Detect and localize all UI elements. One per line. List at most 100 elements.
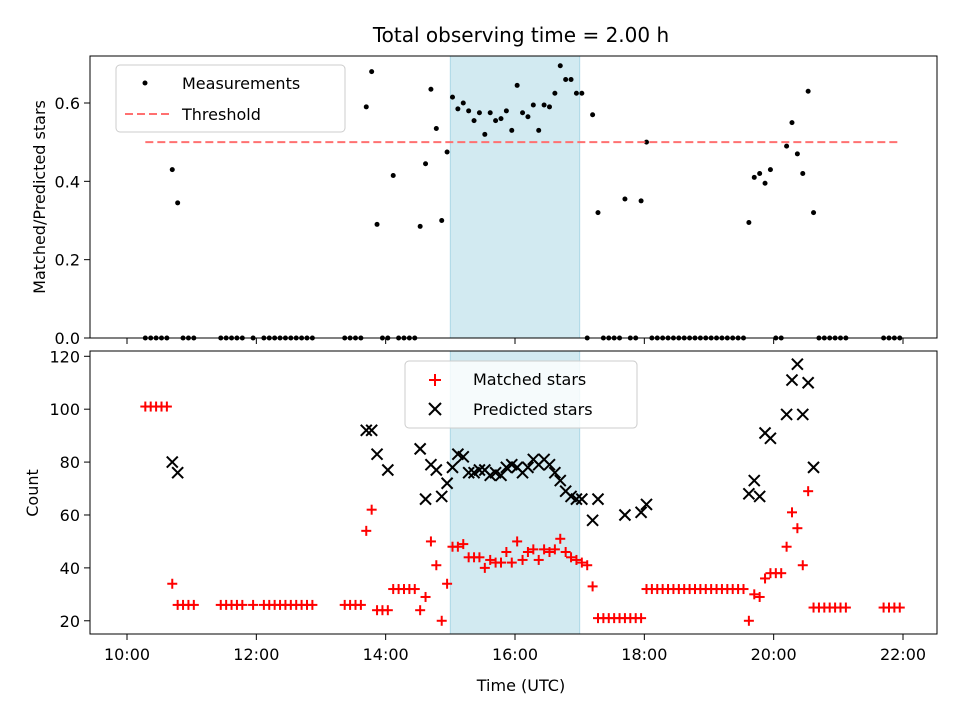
predicted-stars-point <box>742 487 756 501</box>
x-tick-label: 16:00 <box>492 645 538 664</box>
measurement-point <box>794 151 800 157</box>
matched-stars-point <box>549 544 560 555</box>
matched-stars-point <box>576 557 587 568</box>
predicted-stars-point <box>419 492 432 506</box>
matched-stars-point <box>533 554 544 565</box>
measurement-point <box>363 104 369 110</box>
count-y-axis-label: Count <box>23 469 42 517</box>
measurement-point <box>568 77 574 82</box>
matched-stars-point <box>452 541 463 552</box>
predicted-stars-point <box>764 432 777 445</box>
measurement-point <box>546 104 552 110</box>
predicted-stars-point <box>640 498 653 511</box>
predicted-stars-point <box>543 458 556 471</box>
matched-stars-point <box>786 507 797 518</box>
x-tick-label: 18:00 <box>621 645 667 664</box>
predicted-stars-point <box>591 492 605 506</box>
measurement-point <box>536 127 542 133</box>
y-tick-label: 0.2 <box>55 251 80 270</box>
measurement-point <box>390 172 396 178</box>
measurement-point <box>595 210 601 216</box>
matched-stars-point <box>840 602 851 613</box>
measurement-point <box>552 90 558 96</box>
predicted-stars-point <box>462 466 475 479</box>
predicted-stars-point <box>430 463 443 477</box>
measurement-point <box>433 125 439 131</box>
predicted-stars-point <box>440 477 454 490</box>
measurement-point <box>439 218 445 223</box>
measurement-point <box>573 90 579 96</box>
predicted-stars-point <box>634 506 648 519</box>
ratio-panel: Total observing time = 2.00 h 0.00.20.40… <box>30 23 938 348</box>
measurement-point <box>784 143 790 149</box>
matched-stars-point <box>361 525 372 536</box>
count-y-ticks: 20 40 60 80 100 120 <box>49 347 90 631</box>
predicted-stars-point <box>521 461 535 474</box>
matched-stars-point <box>528 544 539 555</box>
matched-stars-point <box>167 578 178 589</box>
measurement-point <box>374 221 380 227</box>
matched-stars-point <box>458 539 469 550</box>
predicted-stars-point <box>807 461 820 474</box>
count-panel: 20 40 60 80 100 120 10:00 12:00 14:00 16:00 18:00… <box>23 347 938 695</box>
measurement-point <box>417 223 423 229</box>
count-legend-box <box>404 360 638 429</box>
matched-stars-point <box>485 554 496 565</box>
predicted-stars-point <box>413 442 427 456</box>
y-tick-label: 0.4 <box>55 172 80 191</box>
measurement-point <box>590 112 596 118</box>
measurement-point <box>493 118 499 124</box>
predicted-stars-point <box>360 424 373 437</box>
measurement-point <box>482 131 488 137</box>
matched-stars-point <box>555 533 566 544</box>
x-axis-label: Time (UTC) <box>476 676 565 695</box>
ratio-plot-frame <box>89 55 938 339</box>
matched-stars-point <box>760 573 771 584</box>
y-tick-label: 60 <box>60 506 80 525</box>
matched-stars-point <box>522 547 533 558</box>
ratio-legend: Measurements Threshold <box>115 64 346 133</box>
predicted-stars-point <box>785 373 799 387</box>
predicted-stars-point <box>435 490 448 503</box>
y-tick-label: 0.6 <box>55 94 80 113</box>
predicted-stars-point <box>618 508 632 522</box>
predicted-stars-point <box>494 469 508 482</box>
measurement-point <box>805 88 811 94</box>
matched-stars-point <box>539 544 550 555</box>
measurement-point <box>751 174 757 180</box>
legend-label-measurements: Measurements <box>182 74 300 93</box>
matched-stars-point <box>420 591 431 602</box>
predicted-stars-point <box>548 466 562 479</box>
measurement-point <box>514 82 520 88</box>
measurement-point <box>622 196 628 202</box>
matched-stars-point <box>803 486 814 497</box>
predicted-stars-point <box>365 424 378 437</box>
legend-label-matched: Matched stars <box>473 370 586 389</box>
y-tick-label: 80 <box>60 453 80 472</box>
measurement-point <box>757 171 763 176</box>
measurement-point <box>638 198 644 204</box>
matched-stars-point <box>560 547 571 558</box>
matched-stars-point <box>501 547 512 558</box>
measurement-point <box>541 102 547 108</box>
matched-stars-point <box>495 557 506 568</box>
predicted-stars-point <box>753 490 766 503</box>
y-tick-label: 20 <box>60 612 80 631</box>
measurement-point <box>503 108 509 114</box>
x-tick-label: 22:00 <box>880 645 926 664</box>
matched-stars-point <box>587 581 598 592</box>
matched-stars-point <box>894 602 905 613</box>
measurement-point <box>579 90 585 96</box>
predicted-stars-point <box>586 514 599 527</box>
matched-stars-point <box>188 599 199 610</box>
predicted-stars-point <box>554 474 567 487</box>
measurement-point <box>563 77 569 82</box>
ratio-x-ticks <box>126 338 904 344</box>
matched-stars-point <box>431 560 442 571</box>
predicted-stars-point <box>796 408 809 421</box>
ratio-points-layer <box>142 63 903 341</box>
legend-plus-marker <box>429 374 441 386</box>
matched-stars-point <box>517 554 528 565</box>
matched-stars-point <box>636 613 647 624</box>
